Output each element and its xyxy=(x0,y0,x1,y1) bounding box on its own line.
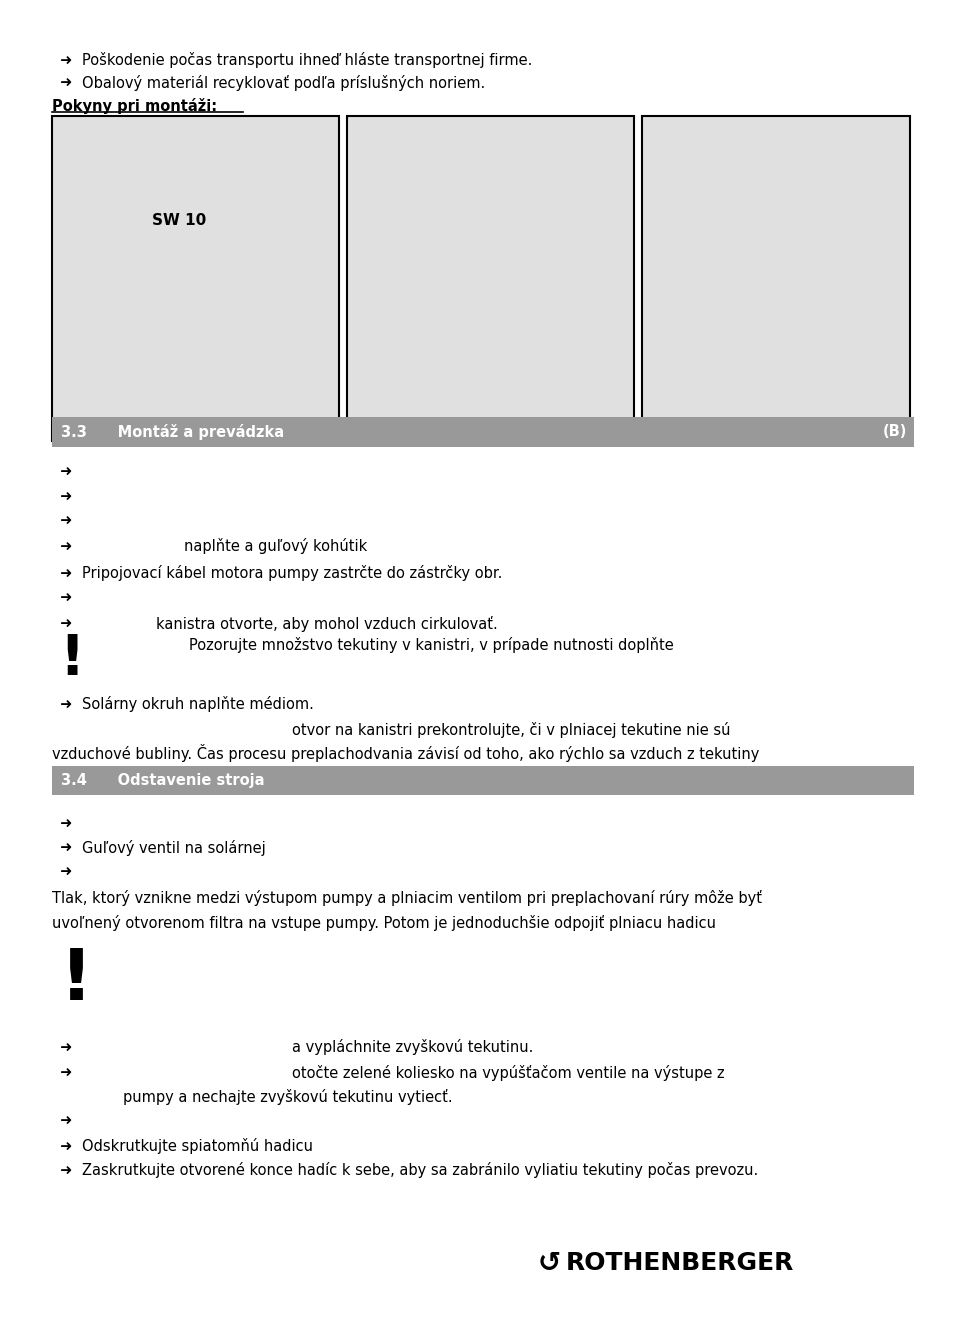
Text: Solárny okruh naplňte médiom.: Solárny okruh naplňte médiom. xyxy=(82,696,314,712)
Text: ➜: ➜ xyxy=(59,513,71,529)
Text: Odskrutkujte spiatomňú hadicu: Odskrutkujte spiatomňú hadicu xyxy=(82,1138,313,1154)
Text: otočte zelené koliesko na vypúšťačom ventile na výstupe z: otočte zelené koliesko na vypúšťačom ven… xyxy=(292,1065,724,1081)
Text: SW 10: SW 10 xyxy=(152,213,206,229)
Text: !: ! xyxy=(59,945,92,1015)
Text: ROTHENBERGER: ROTHENBERGER xyxy=(565,1251,793,1275)
Text: Pokyny pri montáži:: Pokyny pri montáži: xyxy=(51,98,216,114)
Text: 3.3      Montáž a prevádzka: 3.3 Montáž a prevádzka xyxy=(61,424,284,439)
Text: vzduchové bubliny. Čas procesu preplachodvania závisí od toho, ako rýchlo sa vzd: vzduchové bubliny. Čas procesu preplacho… xyxy=(51,743,759,762)
Text: !: ! xyxy=(59,632,85,686)
Text: ➜: ➜ xyxy=(59,864,71,880)
Text: ➜: ➜ xyxy=(59,1162,71,1178)
Text: Zaskrutkujte otvorené konce hadíc k sebe, aby sa zabránilo vyliatiu tekutiny poč: Zaskrutkujte otvorené konce hadíc k sebe… xyxy=(82,1162,758,1178)
Bar xyxy=(51,766,913,795)
Text: ➜: ➜ xyxy=(59,52,71,68)
Text: Obalový materiál recyklovať podľa príslušných noriem.: Obalový materiál recyklovať podľa príslu… xyxy=(82,75,485,91)
Bar xyxy=(641,116,909,441)
Text: ➜: ➜ xyxy=(59,489,71,505)
Text: Pripojovací kábel motora pumpy zastrčte do zástrčky obr.: Pripojovací kábel motora pumpy zastrčte … xyxy=(82,565,502,581)
Text: 3.4      Odstavenie stroja: 3.4 Odstavenie stroja xyxy=(61,773,265,789)
Bar xyxy=(51,418,913,447)
Text: Pozorujte množstvo tekutiny v kanistri, v prípade nutnosti doplňte: Pozorujte množstvo tekutiny v kanistri, … xyxy=(189,637,673,653)
Text: uvoľnený otvorenom filtra na vstupe pumpy. Potom je jednoduchšie odpojiť plniacu: uvoľnený otvorenom filtra na vstupe pump… xyxy=(51,915,715,931)
Text: ➜: ➜ xyxy=(59,1113,71,1129)
Text: ➜: ➜ xyxy=(59,1138,71,1154)
Text: ➜: ➜ xyxy=(59,589,71,605)
Text: ➜: ➜ xyxy=(59,840,71,856)
Bar xyxy=(347,116,634,441)
Text: ➜: ➜ xyxy=(59,75,71,91)
Text: naplňte a guľový kohútik: naplňte a guľový kohútik xyxy=(184,538,367,554)
Text: pumpy a nechajte zvyškovú tekutinu vytiecť.: pumpy a nechajte zvyškovú tekutinu vytie… xyxy=(122,1089,452,1105)
Text: ➜: ➜ xyxy=(59,538,71,554)
Text: ➜: ➜ xyxy=(59,1039,71,1055)
Text: ↺: ↺ xyxy=(537,1249,560,1276)
Text: otvor na kanistri prekontrolujte, či v plniacej tekutine nie sú: otvor na kanistri prekontrolujte, či v p… xyxy=(292,722,730,738)
Text: ➜: ➜ xyxy=(59,616,71,632)
Text: Tlak, ktorý vznikne medzi výstupom pumpy a plniacim ventilom pri preplachovaní r: Tlak, ktorý vznikne medzi výstupom pumpy… xyxy=(51,890,761,907)
Text: (B): (B) xyxy=(882,424,906,439)
Text: Guľový ventil na solárnej: Guľový ventil na solárnej xyxy=(82,840,266,856)
Text: ➜: ➜ xyxy=(59,815,71,832)
Text: Poškodenie počas transportu ihneď hláste transportnej firme.: Poškodenie počas transportu ihneď hláste… xyxy=(82,52,532,68)
Text: ➜: ➜ xyxy=(59,463,71,479)
Text: a vypláchnite zvyškovú tekutinu.: a vypláchnite zvyškovú tekutinu. xyxy=(292,1039,533,1055)
Text: ➜: ➜ xyxy=(59,1065,71,1081)
Text: ➜: ➜ xyxy=(59,696,71,712)
Bar xyxy=(51,116,339,441)
Text: ➜: ➜ xyxy=(59,565,71,581)
Text: kanistra otvorte, aby mohol vzduch cirkulovať.: kanistra otvorte, aby mohol vzduch cirku… xyxy=(155,616,497,632)
